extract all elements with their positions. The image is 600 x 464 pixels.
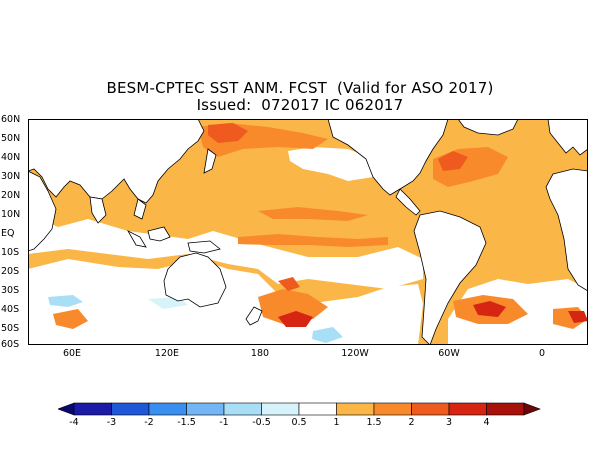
sst-anomaly-map — [28, 119, 588, 345]
lat-label-10n: 10N — [1, 209, 21, 220]
strong-warm-pacific-30s — [278, 277, 300, 291]
colorbar-cell — [373, 402, 412, 416]
lon-label-120w: 120W — [341, 348, 369, 359]
lat-label-20s: 20S — [1, 266, 20, 277]
colorbar-cell — [336, 402, 375, 416]
neg-anomaly-south-pacific — [312, 327, 343, 343]
central-south-pacific-normal — [28, 214, 423, 289]
north-pacific-normal-patch — [288, 147, 380, 181]
colorbar — [58, 402, 541, 416]
land-new-zealand — [245, 306, 263, 326]
colorbar-cell — [486, 402, 525, 416]
lat-label-40n: 40N — [1, 152, 21, 163]
land-new-guinea — [187, 240, 221, 254]
landmasses — [28, 119, 588, 345]
lat-label-50s: 50S — [1, 323, 20, 334]
colorbar-cell — [73, 402, 112, 416]
strong-warm-south-pacific — [278, 311, 313, 327]
lat-label-30n: 30N — [1, 171, 21, 182]
colorbar-tick-label: 1 — [333, 417, 340, 428]
colorbar-cell — [111, 402, 150, 416]
lon-label-60e: 60E — [62, 348, 82, 359]
land-africa-west — [545, 168, 588, 292]
warm-indian-south — [53, 309, 88, 329]
colorbar-tick-label: -1 — [219, 417, 229, 428]
warm-south-pacific — [258, 289, 328, 324]
lat-label-eq: EQ — [1, 228, 15, 239]
land-southeast-asia — [133, 198, 147, 220]
lon-label-0: 0 — [538, 348, 546, 359]
land-central-america — [395, 188, 421, 216]
land-indonesia-borneo — [147, 226, 171, 242]
land-india — [89, 196, 107, 224]
colorbar-cell — [223, 402, 262, 416]
land-greenland — [457, 119, 519, 136]
lon-label-60w: 60W — [438, 348, 460, 359]
strong-warm-south-atlantic — [473, 301, 506, 317]
land-europe-north-africa — [547, 119, 588, 156]
lat-label-60n: 60N — [1, 114, 21, 125]
strong-warm-atlantic-edge — [568, 311, 588, 323]
colorbar-under-triangle — [58, 402, 75, 416]
land-australia — [163, 252, 227, 308]
colorbar-cell — [448, 402, 487, 416]
lat-label-10s: 10S — [1, 247, 20, 258]
lat-label-30s: 30S — [1, 285, 20, 296]
lat-label-50n: 50N — [1, 133, 21, 144]
colorbar-tick-label: -1.5 — [177, 417, 196, 428]
warm-tropical-pacific-band — [258, 207, 368, 221]
land-africa — [28, 170, 57, 252]
lon-label-180: 180 — [250, 348, 270, 359]
colorbar-cell — [186, 402, 225, 416]
strong-warm-north-pacific — [208, 123, 248, 143]
colorbar-cell — [261, 402, 300, 416]
map-title: BESM-CPTEC SST ANM. FCST (Valid for ASO … — [106, 79, 494, 97]
colorbar-tick-label: 3 — [445, 417, 453, 428]
colorbar-tick-label: 2 — [408, 417, 415, 428]
colorbar-tick-label: -0.5 — [252, 417, 271, 428]
land-sumatra — [126, 230, 147, 248]
neg-anomaly-indian-ocean — [48, 295, 83, 307]
indian-ocean-normal — [28, 269, 168, 304]
lat-label-40s: 40S — [1, 304, 20, 315]
colorbar-cell — [411, 402, 450, 416]
land-eurasia — [28, 119, 205, 204]
colorbar-tick-label: 0.5 — [291, 417, 307, 428]
colorbar-tick-label: -3 — [106, 417, 117, 428]
colorbar-tick-label: 1.5 — [366, 417, 382, 428]
colorbar-over-triangle — [523, 402, 541, 416]
colorbar-cell — [148, 402, 187, 416]
colorbar-cell — [298, 402, 337, 416]
map-frame — [28, 119, 588, 345]
land-japan — [203, 148, 217, 174]
colorbar-tick-label: 4 — [483, 417, 490, 428]
map-subtitle: Issued: 072017 IC 062017 — [196, 96, 404, 114]
land-south-america — [413, 210, 487, 345]
lat-label-60s: 60S — [1, 339, 20, 350]
lon-label-120e: 120E — [154, 348, 180, 359]
strong-warm-north-atlantic — [438, 151, 468, 171]
warm-equatorial-pacific — [238, 234, 388, 247]
colorbar-tick-label: -4 — [69, 417, 79, 428]
colorbar-tick-label: -2 — [144, 417, 154, 428]
lat-label-20n: 20N — [1, 190, 21, 201]
